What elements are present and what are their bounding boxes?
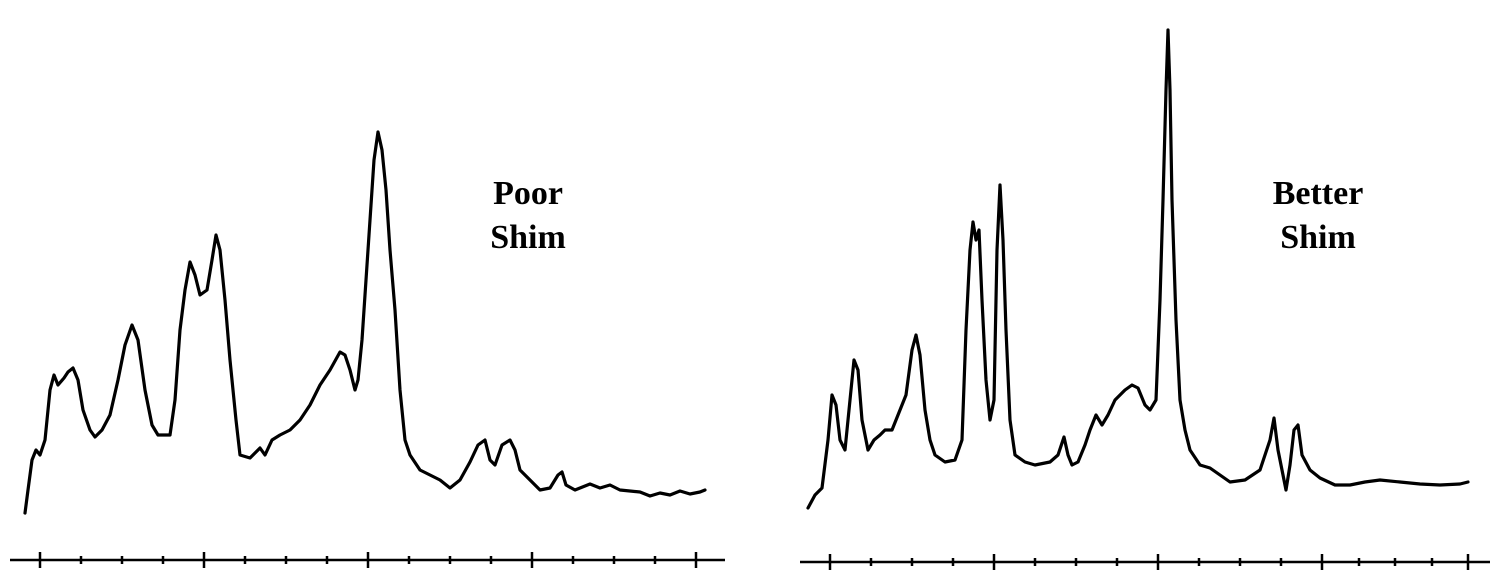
spectrum — [23, 130, 707, 515]
panel-label: Shim — [490, 219, 566, 256]
axis-ticks — [38, 552, 698, 568]
panel-label: Better — [1273, 175, 1364, 212]
panel-label: Shim — [1280, 219, 1356, 256]
axis-ticks — [828, 554, 1470, 570]
right-panel: Better Shim — [800, 28, 1490, 570]
spectrum — [806, 28, 1470, 510]
panel-label: Poor — [493, 175, 563, 212]
left-panel: Poor Shim — [10, 130, 725, 568]
